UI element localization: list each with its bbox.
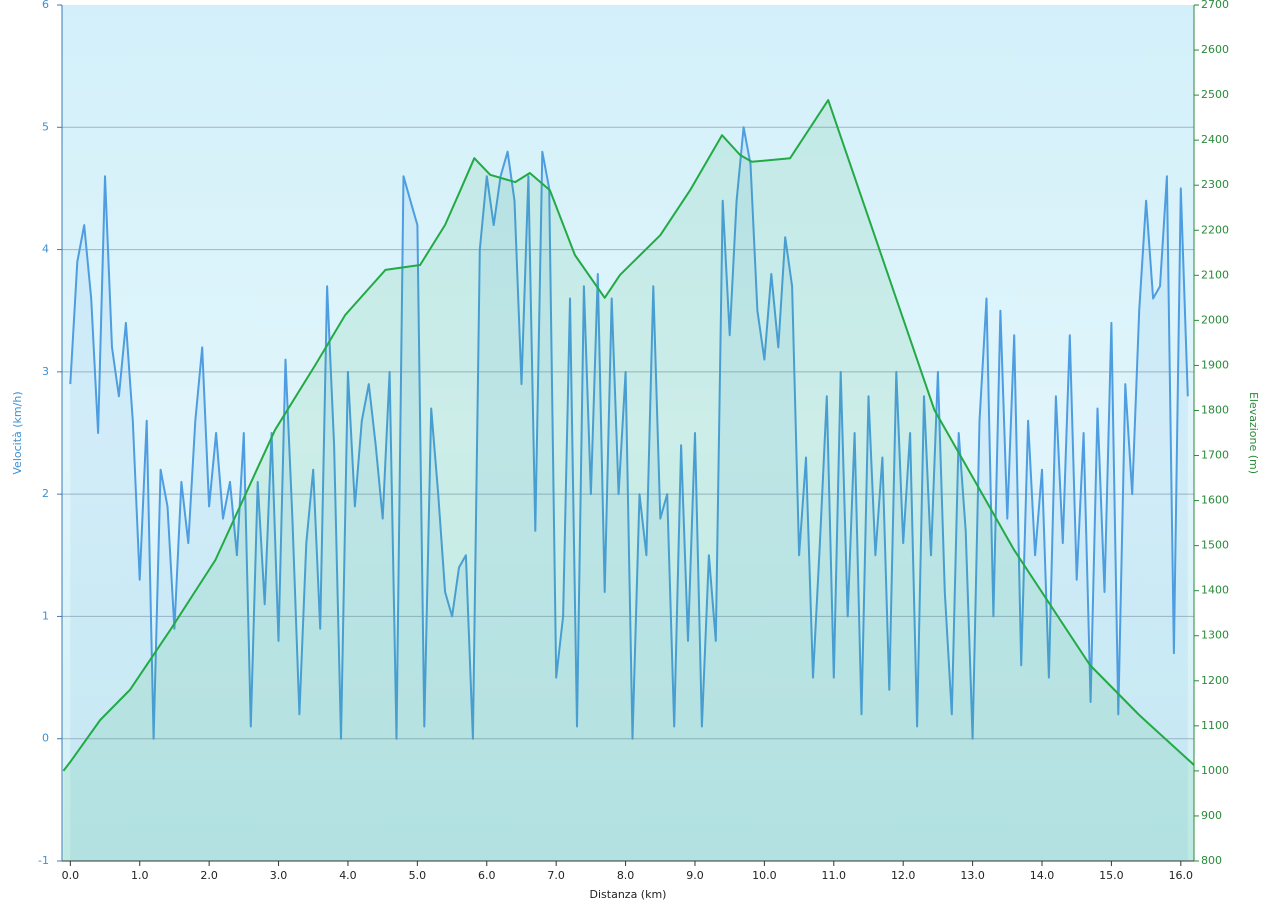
x-tick-label: 8.0 — [617, 869, 635, 882]
x-tick-label: 3.0 — [270, 869, 288, 882]
y-axis-title: Velocità (km/h) — [11, 391, 24, 474]
x-tick-label: 12.0 — [891, 869, 916, 882]
x-tick-label: 15.0 — [1099, 869, 1124, 882]
y2-tick-label: 2300 — [1201, 178, 1229, 191]
x-tick-label: 9.0 — [686, 869, 704, 882]
y-tick-label: 2 — [42, 487, 49, 500]
x-tick-label: 10.0 — [752, 869, 777, 882]
y2-tick-label: 1200 — [1201, 674, 1229, 687]
y2-tick-label: 2100 — [1201, 268, 1229, 281]
y2-tick-label: 2700 — [1201, 0, 1229, 11]
series-area — [63, 100, 1195, 862]
x-tick-label: 13.0 — [960, 869, 985, 882]
x-tick-label: 14.0 — [1030, 869, 1055, 882]
x-tick-label: 7.0 — [547, 869, 565, 882]
y2-tick-label: 1900 — [1201, 358, 1229, 371]
y2-tick-label: 2200 — [1201, 223, 1229, 236]
y2-tick-label: 1500 — [1201, 539, 1229, 552]
x-tick-label: 2.0 — [200, 869, 218, 882]
y-tick-label: 0 — [42, 732, 49, 745]
x-tick-label: 1.0 — [131, 869, 149, 882]
y-tick-label: 4 — [42, 243, 49, 256]
x-tick-label: 0.0 — [62, 869, 80, 882]
y-tick-label: 6 — [42, 0, 49, 11]
y2-tick-label: 2000 — [1201, 313, 1229, 326]
x-axis-title: Distanza (km) — [590, 888, 667, 901]
y2-tick-label: 2500 — [1201, 88, 1229, 101]
y2-tick-label: 1000 — [1201, 764, 1229, 777]
y-tick-label: 5 — [42, 120, 49, 133]
x-tick-label: 5.0 — [409, 869, 427, 882]
y2-tick-label: 1800 — [1201, 403, 1229, 416]
y2-tick-label: 900 — [1201, 809, 1222, 822]
series-area — [70, 127, 1188, 862]
y2-tick-label: 1100 — [1201, 719, 1229, 732]
y2-tick-label: 1600 — [1201, 494, 1229, 507]
y2-tick-label: 1300 — [1201, 629, 1229, 642]
x-tick-label: 16.0 — [1169, 869, 1194, 882]
x-tick-label: 11.0 — [822, 869, 847, 882]
y2-tick-label: 1400 — [1201, 584, 1229, 597]
y-tick-label: 3 — [42, 365, 49, 378]
x-tick-label: 4.0 — [339, 869, 357, 882]
y2-tick-label: 800 — [1201, 854, 1222, 867]
series-line — [69, 126, 1189, 740]
y2-tick-label: 1700 — [1201, 449, 1229, 462]
y2-tick-label: 2600 — [1201, 43, 1229, 56]
y2-tick-label: 2400 — [1201, 133, 1229, 146]
x-tick-label: 6.0 — [478, 869, 496, 882]
y-tick-label: -1 — [38, 854, 49, 867]
series-line — [62, 99, 1195, 772]
y-tick-label: 1 — [42, 609, 49, 622]
y2-axis-title: Elevazione (m) — [1247, 392, 1260, 474]
